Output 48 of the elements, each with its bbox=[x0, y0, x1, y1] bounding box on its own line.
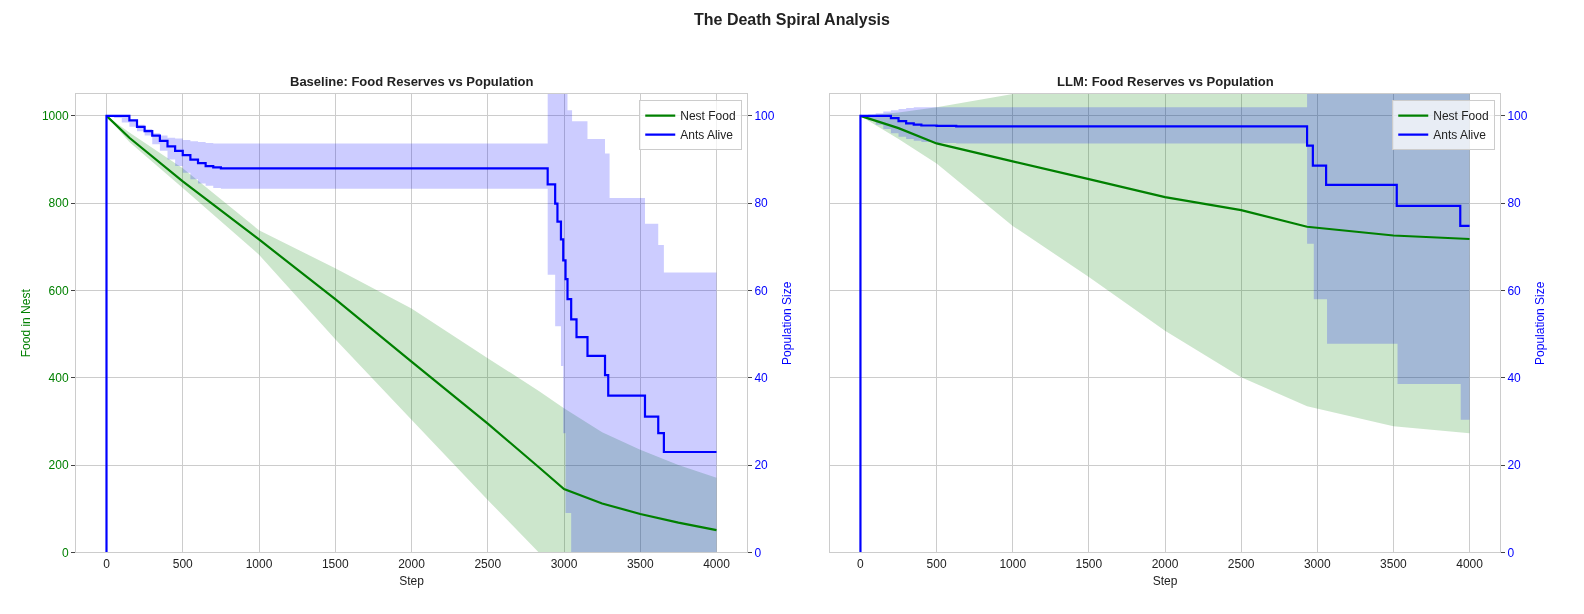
y2-axis-title: Population Size bbox=[779, 281, 794, 365]
y-tick-label: 200 bbox=[48, 458, 69, 473]
y2-tick-label: 60 bbox=[1507, 283, 1522, 298]
y2-tick-label: 40 bbox=[754, 370, 769, 385]
x-axis-title: Step bbox=[1152, 573, 1178, 588]
y2-tick-label: 100 bbox=[1507, 109, 1528, 124]
y2-tick-label: 0 bbox=[1507, 545, 1515, 560]
x-tick-label: 3000 bbox=[1303, 556, 1331, 571]
x-tick-label: 3500 bbox=[1380, 556, 1408, 571]
x-tick-label: 3000 bbox=[550, 556, 578, 571]
x-tick-label: 4000 bbox=[1456, 556, 1484, 571]
y2-tick-label: 60 bbox=[754, 283, 769, 298]
legend-label: Ants Alive bbox=[1433, 128, 1487, 143]
x-tick-label: 2500 bbox=[474, 556, 502, 571]
y-tick-label: 0 bbox=[61, 545, 69, 560]
y2-tick-label: 80 bbox=[1507, 196, 1522, 211]
x-tick-label: 0 bbox=[103, 556, 111, 571]
y-tick-label: 400 bbox=[48, 370, 69, 385]
x-tick-label: 2000 bbox=[1151, 556, 1179, 571]
y2-tick-label: 20 bbox=[1507, 458, 1522, 473]
legend-label: Nest Food bbox=[680, 109, 736, 124]
y2-tick-label: 40 bbox=[1507, 370, 1522, 385]
x-tick-label: 500 bbox=[172, 556, 194, 571]
x-tick-label: 3500 bbox=[626, 556, 654, 571]
y2-tick-label: 100 bbox=[754, 109, 775, 124]
y-tick-label: 1000 bbox=[41, 109, 69, 124]
legend-label: Nest Food bbox=[1433, 109, 1489, 124]
y-tick-label: 800 bbox=[48, 196, 69, 211]
x-tick-label: 0 bbox=[857, 556, 865, 571]
x-tick-label: 1500 bbox=[1075, 556, 1103, 571]
y2-axis-title: Population Size bbox=[1532, 281, 1547, 365]
x-tick-label: 4000 bbox=[703, 556, 731, 571]
y2-tick-label: 20 bbox=[754, 458, 769, 473]
x-axis-title: Step bbox=[399, 573, 425, 588]
x-tick-label: 2500 bbox=[1227, 556, 1255, 571]
y2-tick-label: 0 bbox=[754, 545, 762, 560]
x-tick-label: 1500 bbox=[321, 556, 349, 571]
chart-title: LLM: Food Reserves vs Population bbox=[1057, 74, 1274, 89]
text: The Death Spiral Analysis bbox=[694, 11, 891, 28]
y2-tick-label: 80 bbox=[754, 196, 769, 211]
chart-title: Baseline: Food Reserves vs Population bbox=[290, 74, 534, 89]
x-tick-label: 1000 bbox=[245, 556, 273, 571]
x-tick-label: 1000 bbox=[999, 556, 1027, 571]
y-axis-title: Food in Nest bbox=[19, 288, 34, 358]
y-tick-label: 600 bbox=[48, 283, 69, 298]
legend-label: Ants Alive bbox=[680, 128, 734, 143]
x-tick-label: 2000 bbox=[398, 556, 426, 571]
x-tick-label: 500 bbox=[926, 556, 947, 571]
